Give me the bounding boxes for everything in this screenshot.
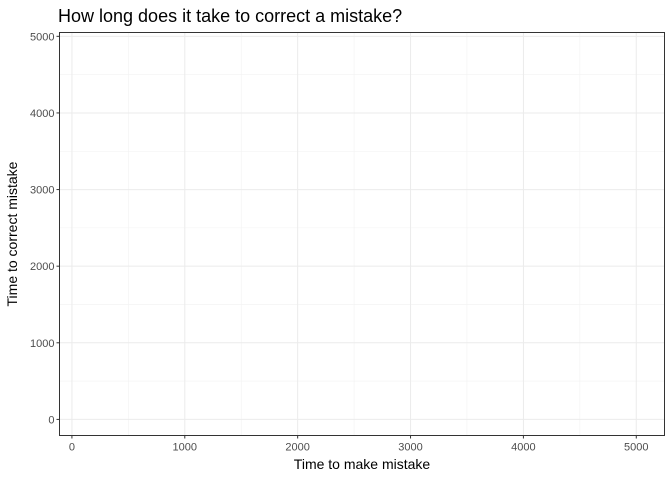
y-tick-label: 1000 xyxy=(30,338,54,350)
y-tick-label: 3000 xyxy=(30,185,54,197)
x-tick-label: 2000 xyxy=(285,442,309,454)
panel-border xyxy=(59,32,665,436)
y-axis: 0 1000 2000 3000 4000 5000 xyxy=(30,31,60,426)
y-tick-label: 2000 xyxy=(30,261,54,273)
x-tick-label: 3000 xyxy=(398,442,422,454)
y-tick-label: 5000 xyxy=(30,31,54,43)
x-tick-label: 1000 xyxy=(173,442,197,454)
x-tick-label: 0 xyxy=(69,442,75,454)
x-tick-label: 4000 xyxy=(511,442,535,454)
minor-gridlines xyxy=(59,32,665,436)
y-tick-label: 0 xyxy=(48,414,54,426)
y-axis-title: Time to correct mistake xyxy=(4,161,20,306)
chart-title: How long does it take to correct a mista… xyxy=(58,6,402,26)
x-axis-title: Time to make mistake xyxy=(294,456,431,472)
x-tick-label: 5000 xyxy=(624,442,648,454)
x-axis: 0 1000 2000 3000 4000 5000 xyxy=(69,435,649,454)
panel-background xyxy=(59,32,665,436)
major-gridlines xyxy=(59,32,665,436)
plot-panel xyxy=(59,32,665,436)
y-tick-label: 4000 xyxy=(30,108,54,120)
